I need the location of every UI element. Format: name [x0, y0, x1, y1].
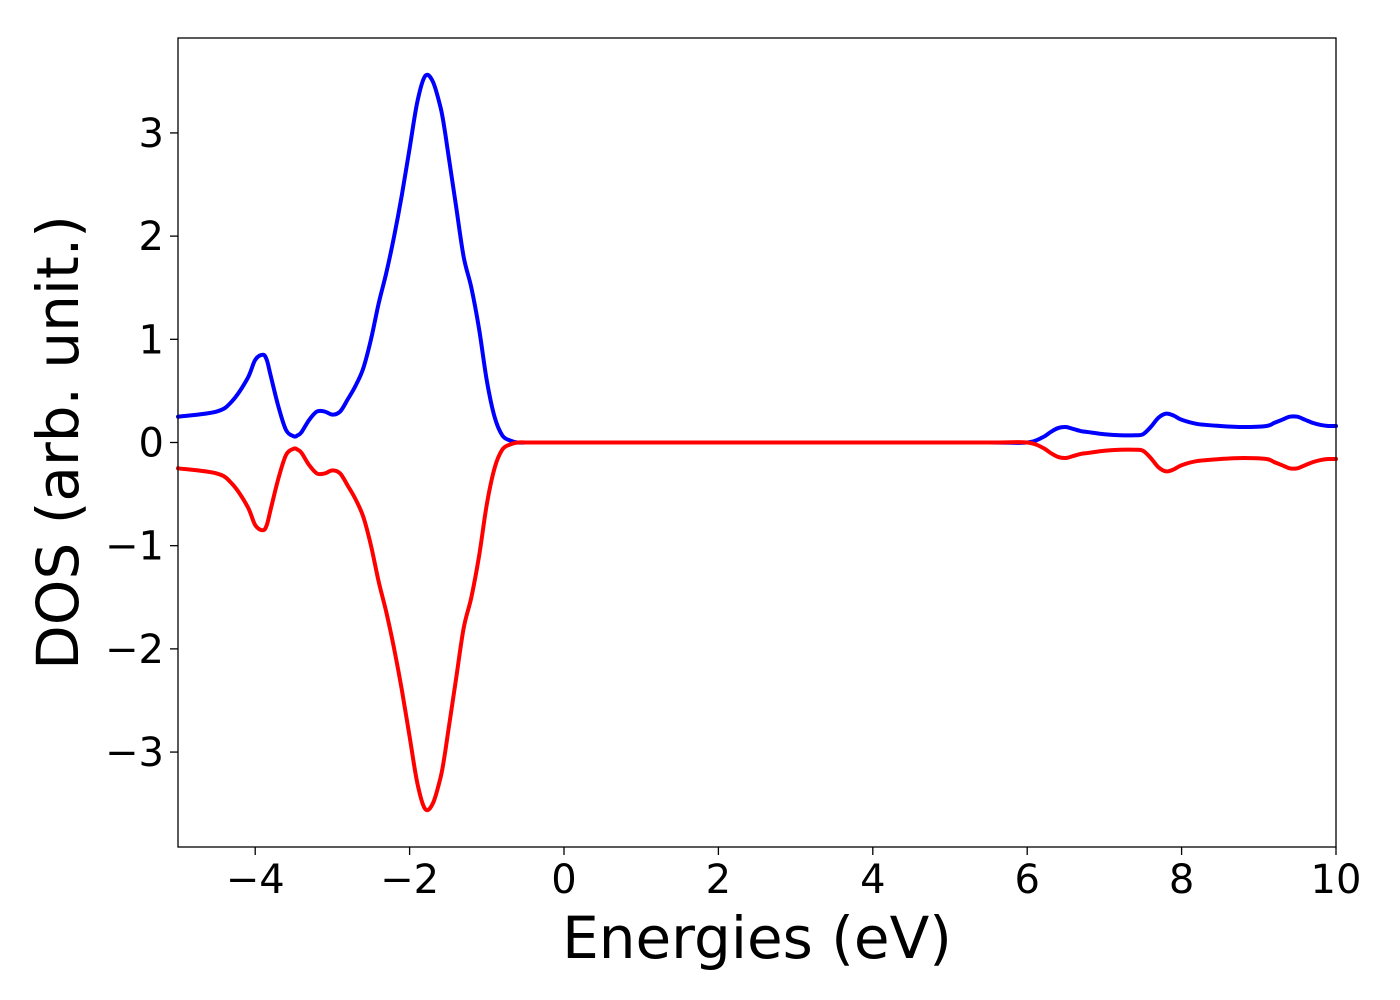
y-tick-label: 3: [139, 111, 164, 157]
x-tick-label: −2: [380, 857, 439, 903]
y-axis-ticks: 3 2 1 0 −1 −2 −3: [105, 111, 178, 776]
x-axis-ticks: −4 −2 0 2 4 6 8 10: [226, 847, 1362, 903]
y-tick-label: −1: [105, 524, 164, 570]
dos-spin-down-line: [176, 440, 1338, 813]
y-tick-label: −2: [105, 627, 164, 673]
x-tick-label: 6: [1014, 857, 1039, 903]
y-tick-label: 1: [139, 317, 164, 363]
x-tick-label: 8: [1169, 857, 1194, 903]
y-tick-label: 0: [139, 421, 164, 467]
dos-spin-up-line: [176, 72, 1338, 445]
x-tick-label: 4: [860, 857, 885, 903]
y-tick-label: 2: [139, 214, 164, 260]
x-axis-label: Energies (eV): [562, 904, 952, 972]
x-tick-label: 10: [1311, 857, 1362, 903]
y-tick-label: −3: [105, 730, 164, 776]
x-tick-label: −4: [226, 857, 285, 903]
y-axis-label: DOS (arb. unit.): [24, 215, 92, 670]
x-tick-label: 0: [551, 857, 576, 903]
series-layer: [176, 72, 1338, 813]
x-tick-label: 2: [706, 857, 731, 903]
